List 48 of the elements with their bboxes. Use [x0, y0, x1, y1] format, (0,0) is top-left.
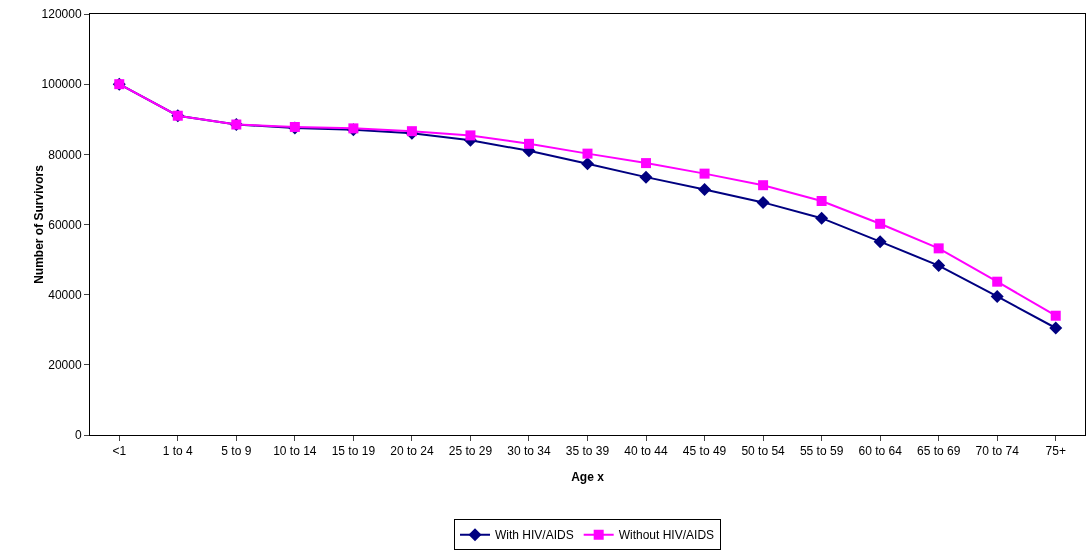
y-tick-label: 120000 — [41, 7, 82, 22]
point — [465, 130, 476, 141]
point — [639, 170, 653, 184]
x-tick-label: 15 to 19 — [331, 444, 376, 459]
x-tick-label: 25 to 29 — [448, 444, 493, 459]
point — [992, 276, 1003, 287]
point — [523, 138, 534, 149]
point — [698, 182, 712, 196]
point — [933, 243, 944, 254]
point — [1050, 310, 1061, 321]
point — [699, 168, 710, 179]
y-axis-title: Number of Survivors — [32, 164, 47, 284]
point — [873, 235, 887, 249]
x-tick-label: 55 to 59 — [799, 444, 844, 459]
x-tick-label: 10 to 14 — [273, 444, 317, 459]
legend-label: With HIV/AIDS — [495, 528, 574, 543]
point — [1049, 321, 1063, 335]
point — [581, 157, 594, 171]
point — [815, 211, 829, 225]
point — [582, 148, 593, 159]
point — [875, 218, 886, 229]
x-tick-label: 60 to 64 — [858, 444, 903, 459]
y-tick-label: 0 — [74, 428, 82, 443]
x-tick-label: 1 to 4 — [162, 444, 194, 459]
y-tick-label: 20000 — [48, 358, 82, 373]
point — [932, 259, 946, 273]
x-tick-label: 20 to 24 — [390, 444, 434, 459]
point — [816, 195, 827, 206]
point — [758, 180, 769, 191]
x-tick-label: 30 to 34 — [507, 444, 551, 459]
y-tick-label: 60000 — [48, 217, 82, 232]
x-tick-label: <1 — [112, 444, 127, 459]
x-tick-label: 50 to 54 — [741, 444, 786, 459]
x-tick-label: 35 to 39 — [565, 444, 610, 459]
legend-label: Without HIV/AIDS — [618, 528, 715, 543]
y-tick-label: 40000 — [48, 287, 82, 302]
x-tick-label: 70 to 74 — [975, 444, 1020, 459]
point — [756, 195, 770, 209]
x-tick-label: 75+ — [1045, 444, 1066, 459]
y-tick-label: 80000 — [48, 147, 82, 162]
x-tick-label: 65 to 69 — [916, 444, 961, 459]
point — [990, 289, 1004, 303]
x-tick-label: 40 to 44 — [624, 444, 669, 459]
x-tick-label: 5 to 9 — [221, 444, 252, 459]
y-tick-label: 100000 — [41, 77, 82, 92]
x-tick-label: 45 to 49 — [682, 444, 727, 459]
point — [641, 158, 652, 169]
x-axis-title: Age x — [571, 470, 605, 484]
